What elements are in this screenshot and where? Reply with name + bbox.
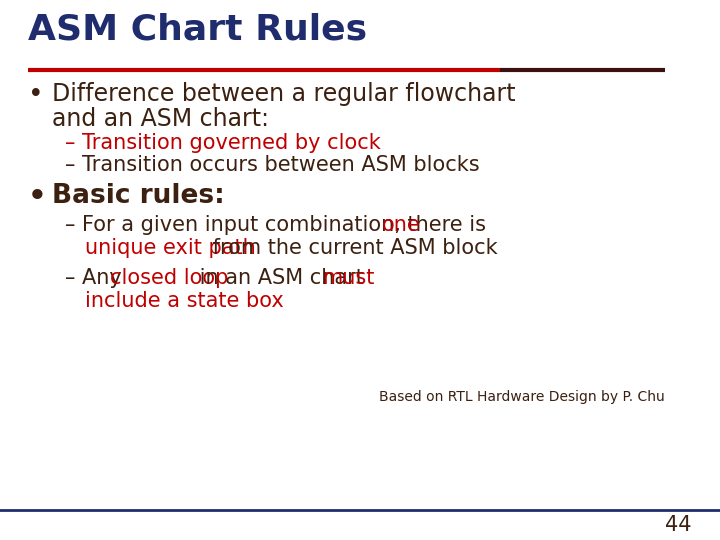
Text: must: must (322, 268, 374, 288)
Text: Basic rules:: Basic rules: (52, 183, 225, 209)
Text: – For a given input combination, there is: – For a given input combination, there i… (65, 215, 492, 235)
Text: – Transition governed by clock: – Transition governed by clock (65, 133, 381, 153)
Text: Based on RTL Hardware Design by P. Chu: Based on RTL Hardware Design by P. Chu (379, 390, 665, 404)
Text: include a state box: include a state box (85, 291, 284, 311)
Text: •: • (28, 82, 44, 108)
Text: ASM Chart Rules: ASM Chart Rules (28, 12, 367, 46)
Text: and an ASM chart:: and an ASM chart: (52, 107, 269, 131)
Text: one: one (382, 215, 421, 235)
Text: – Any: – Any (65, 268, 128, 288)
Text: Difference between a regular flowchart: Difference between a regular flowchart (52, 82, 516, 106)
Text: 44: 44 (665, 515, 692, 535)
Text: unique exit path: unique exit path (85, 238, 256, 258)
Text: •: • (28, 183, 47, 211)
Text: – Transition occurs between ASM blocks: – Transition occurs between ASM blocks (65, 155, 480, 175)
Text: closed loop: closed loop (110, 268, 229, 288)
Text: from the current ASM block: from the current ASM block (206, 238, 498, 258)
Text: in an ASM chart: in an ASM chart (194, 268, 371, 288)
